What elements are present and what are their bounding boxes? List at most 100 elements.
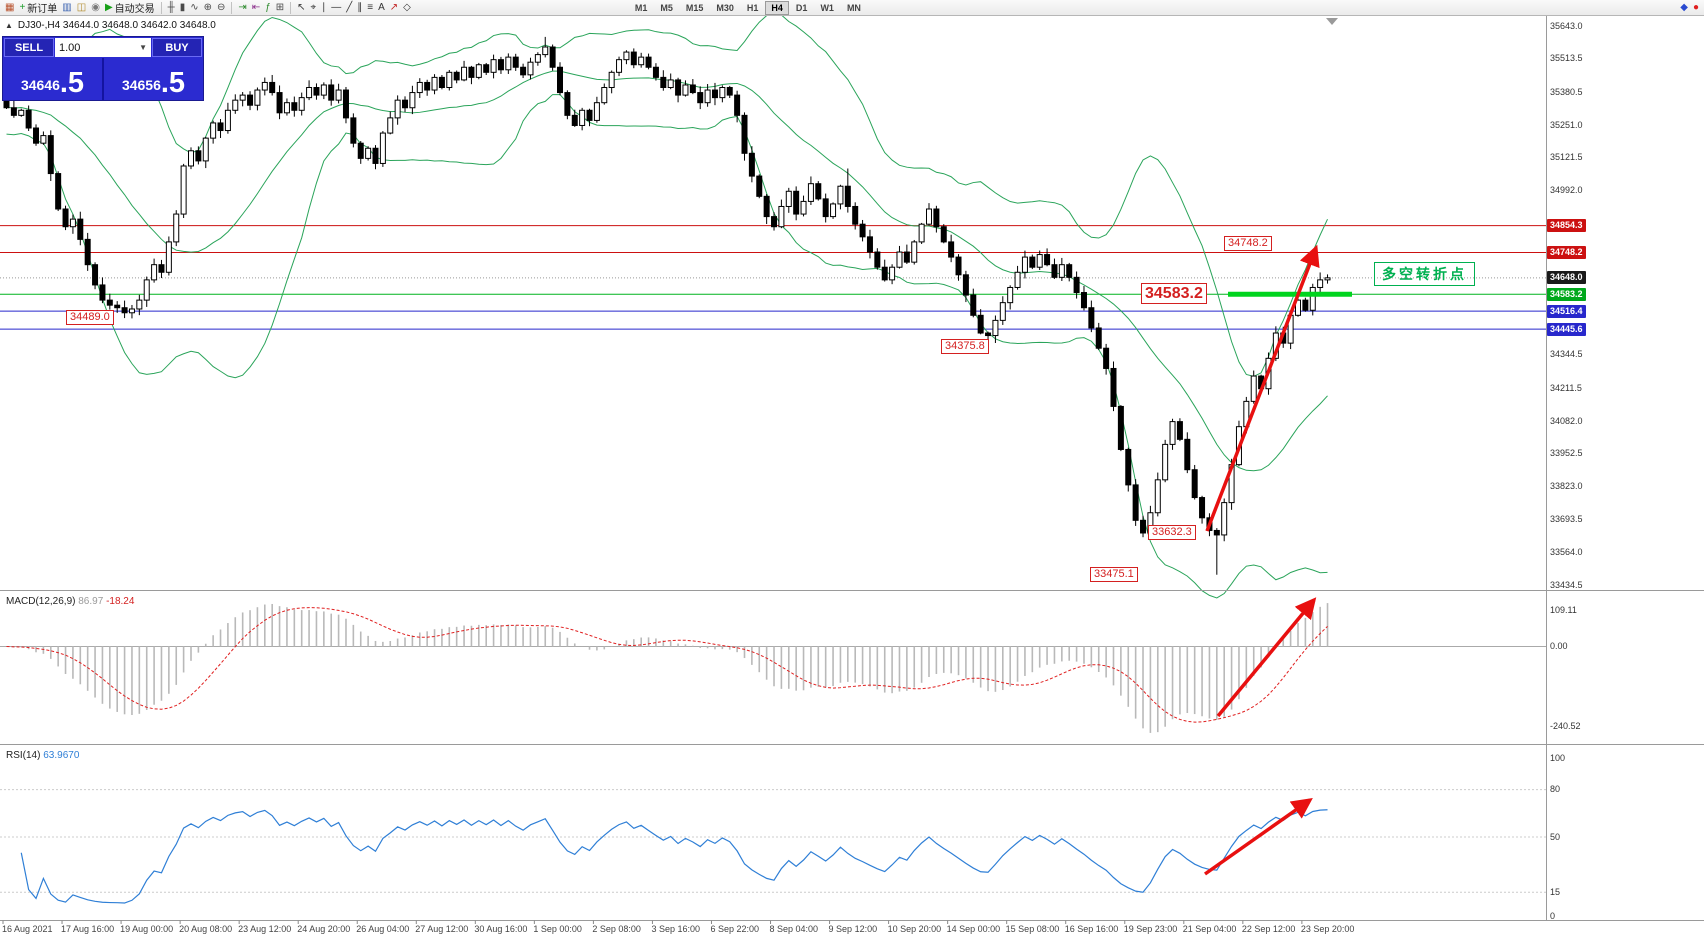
trend-arrow-macd[interactable] [1216,597,1317,718]
horizontal-level-lines[interactable] [0,225,1546,330]
price-callout[interactable]: 34583.2 [1141,283,1207,305]
one-click-collapse-icon[interactable]: ▲ [5,21,13,30]
shapes-icon: ◇ [403,1,411,13]
indicators-button[interactable]: ƒ [263,1,273,15]
timeframe-MN[interactable]: MN [841,1,867,15]
buy-price-main: 34656 [121,77,161,93]
macd-indicator-label: MACD(12,26,9) 86.97 -18.24 [6,596,134,607]
price-axis-marker: 34445.6 [1547,322,1586,336]
line-chart-icon: ∿ [190,1,199,13]
date-label: 21 Sep 04:00 [1182,924,1237,934]
macd-axis-label: 109.11 [1550,604,1577,615]
timeframe-H1[interactable]: H1 [741,1,765,15]
date-label: 2 Sep 08:00 [592,924,641,934]
price-callout[interactable]: 34375.8 [941,338,989,354]
zoom-out-button[interactable]: ⊖ [215,1,227,15]
navigator-button[interactable]: ◉ [89,1,102,15]
sell-price-fraction: .5 [59,67,85,99]
shapes-button[interactable]: ◇ [401,1,413,15]
date-label: 8 Sep 04:00 [769,924,819,934]
price-axis-label: 35121.5 [1550,152,1583,163]
new-order-button[interactable]: + 新订单 [17,1,59,16]
volume-dropdown-icon[interactable]: ▼ [139,43,147,52]
price-callout[interactable]: 33475.1 [1090,566,1138,582]
sell-price[interactable]: 34646.5 [3,58,102,100]
price-axis-marker: 34748.2 [1547,245,1586,259]
new-order-icon: + [19,1,26,13]
candles-group [3,36,1331,575]
macd-signal-line [6,607,1328,723]
sell-button[interactable]: SELL [4,38,54,57]
time-axis: 16 Aug 2021 17 Aug 16:00 19 Aug 00:00 20 Au… [0,922,1546,938]
alert-badge[interactable]: ● [1691,1,1701,15]
trendline-button[interactable]: ╱ [344,1,354,15]
arrow-object-icon: ↗ [389,1,399,13]
line-chart-button[interactable]: ∿ [188,1,200,15]
price-axis-label: 34344.5 [1550,349,1583,360]
toolbar: ▦ + 新订单 ▥ ◫ ◉ ▶ 自动交易 ╫ ▮ ∿ ⊕ ⊖ ⇥ ⇤ ƒ ⊞ ↖ ⌖ ∣ ― ╱ ∥ ≡ A ↗ ◇ M1 M5 M15 M… [0,0,1704,16]
timeframe-H4[interactable]: H4 [765,0,789,15]
chart-shift-button[interactable]: ⇤ [250,1,262,15]
quote-prices: 34646.5 34656.5 [3,58,203,100]
buy-price-fraction: .5 [160,67,186,99]
crosshair-button[interactable]: ⌖ [309,1,319,15]
date-label: 6 Sep 22:00 [710,924,760,934]
trend-arrow-main[interactable] [1205,244,1320,532]
timeframe-W1[interactable]: W1 [814,1,840,15]
new-chart-button[interactable]: ▦ [3,1,16,15]
buy-button[interactable]: BUY [152,38,202,57]
rsi-axis-label: 15 [1550,886,1561,897]
buy-price[interactable]: 34656.5 [102,58,203,100]
arrow-object-button[interactable]: ↗ [388,1,400,15]
price-axis-label: 33952.5 [1550,448,1583,459]
auto-scroll-button[interactable]: ⇥ [236,1,248,15]
tile-windows-button[interactable]: ⊞ [274,1,286,15]
sell-price-main: 34646 [20,77,60,93]
vertical-line-button[interactable]: ∣ [319,1,328,15]
chart-sync-button[interactable]: ◆ [1678,1,1690,15]
macd-axis-label: -240.52 [1550,720,1581,731]
rsi-line [20,809,1328,904]
autotrading-button[interactable]: ▶ 自动交易 [103,1,157,16]
date-label: 17 Aug 16:00 [61,924,115,934]
price-axis-label: 34211.5 [1550,382,1582,393]
bar-chart-button[interactable]: ╫ [166,1,177,15]
toolbar-separator [160,1,162,14]
zoom-in-button[interactable]: ⊕ [202,1,214,15]
timeframe-M15[interactable]: M15 [680,1,710,15]
timeframe-M5[interactable]: M5 [654,1,679,15]
price-axis-marker: 34583.2 [1547,287,1586,301]
fibonacci-button[interactable]: ≡ [365,1,375,15]
vertical-line-icon: ∣ [321,1,327,13]
cursor-button[interactable]: ↖ [295,1,307,15]
turning-point-label[interactable]: 多空转折点 [1374,262,1475,286]
timeframe-M1[interactable]: M1 [629,1,654,15]
candlestick-chart-button[interactable]: ▮ [178,1,188,15]
market-watch-button[interactable]: ▥ [60,1,73,15]
volume-field[interactable]: 1.00 ▼ [55,38,151,57]
price-callout[interactable]: 34489.0 [66,310,114,326]
horizontal-line-button[interactable]: ― [329,1,343,15]
auto-scroll-icon: ⇥ [238,1,247,13]
price-callout[interactable]: 33632.3 [1148,524,1196,540]
timeframe-D1[interactable]: D1 [790,1,814,15]
channel-button[interactable]: ∥ [355,1,364,15]
text-button[interactable]: A [376,1,387,15]
tile-windows-icon: ⊞ [275,1,285,13]
chart-shift-marker[interactable] [1326,18,1338,25]
date-label: 19 Sep 23:00 [1123,924,1178,934]
zoom-in-icon: ⊕ [203,1,213,13]
cursor-icon: ↖ [297,1,306,13]
rsi-name: RSI(14) [6,750,41,761]
date-label: 16 Aug 2021 [2,924,53,934]
data-window-button[interactable]: ◫ [75,1,88,15]
timeframe-M30[interactable]: M30 [710,1,740,15]
price-callout[interactable]: 34748.2 [1224,236,1272,252]
macd-name: MACD(12,26,9) [6,596,76,607]
autotrading-icon: ▶ [104,1,113,13]
data-window-icon: ◫ [76,1,87,13]
trend-arrow-rsi[interactable] [1203,797,1313,876]
date-label: 23 Aug 12:00 [238,924,292,934]
rsi-axis-label: 100 [1550,752,1566,763]
